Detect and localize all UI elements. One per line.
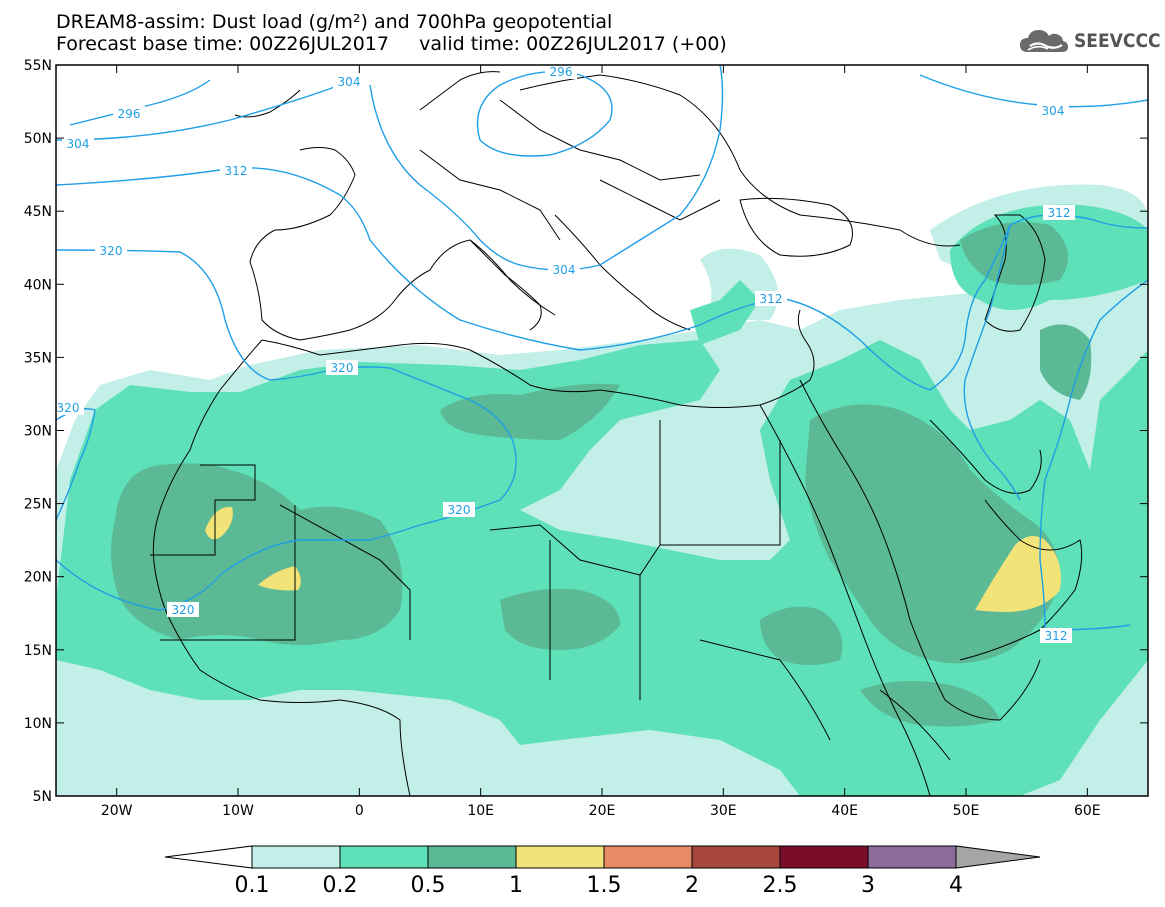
contour-label: 320 (52, 400, 84, 415)
colorbar-segment (339, 845, 429, 869)
lon-tick-label: 10E (467, 803, 494, 819)
svg-text:320: 320 (172, 603, 195, 617)
svg-text:320: 320 (100, 244, 123, 258)
contour-label: 296 (545, 64, 577, 79)
colorbar-segment (515, 845, 605, 869)
lat-tick-label: 45N (24, 204, 52, 220)
contour-label: 320 (326, 360, 358, 375)
colorbar-label: 0.2 (322, 873, 358, 898)
seevccc-logo: SEEVCCC (1018, 26, 1161, 56)
contour-label: 304 (548, 262, 580, 277)
svg-text:312: 312 (225, 164, 248, 178)
lon-tick-label: 30E (710, 803, 737, 819)
dust-high-area (500, 588, 620, 650)
colorbar-label: 3 (861, 873, 875, 898)
colorbar-segment (867, 845, 957, 869)
svg-text:304: 304 (67, 137, 90, 151)
dust-field (56, 184, 1148, 796)
contour-label: 304 (333, 74, 365, 89)
lat-tick-label: 15N (24, 643, 52, 659)
colorbar-label: 2.5 (762, 873, 798, 898)
lon-tick-label: 10W (222, 803, 254, 819)
colorbar-label: 2 (685, 873, 699, 898)
contour-label: 312 (1043, 205, 1075, 220)
colorbar-label: 1.5 (586, 873, 622, 898)
contour-label: 320 (443, 502, 475, 517)
cloud-icon (1020, 30, 1068, 52)
svg-text:304: 304 (338, 75, 361, 89)
colorbar-segment (691, 845, 781, 869)
colorbar-label: 1 (509, 873, 523, 898)
colorbar-label: 4 (949, 873, 963, 898)
dust-high-area (760, 606, 843, 665)
svg-text:312: 312 (760, 292, 783, 306)
colorbar (164, 845, 1041, 869)
contour-label: 312 (220, 163, 252, 178)
lon-tick-label: 0 (355, 803, 364, 819)
contour-label: 320 (167, 602, 199, 617)
contour-label: 304 (62, 136, 94, 151)
dust-peak-area (205, 506, 233, 540)
colorbar-segment (427, 845, 517, 869)
lat-tick-label: 5N (33, 789, 52, 805)
dust-high-area (1040, 324, 1092, 400)
lat-tick-label: 30N (24, 424, 52, 440)
colorbar-segment (251, 845, 341, 869)
svg-text:320: 320 (448, 503, 471, 517)
lat-tick-label: 55N (24, 58, 52, 74)
lat-tick-label: 50N (24, 131, 52, 147)
lat-tick-label: 40N (24, 277, 52, 293)
lon-tick-label: 20E (589, 803, 616, 819)
dust-high-area (440, 383, 620, 440)
map-title: DREAM8-assim: Dust load (g/m²) and 700hP… (56, 11, 613, 33)
lon-tick-label: 40E (831, 803, 858, 819)
colorbar-label: 0.5 (410, 873, 446, 898)
svg-text:312: 312 (1048, 206, 1071, 220)
svg-text:312: 312 (1045, 629, 1068, 643)
dust-mid-area (690, 280, 760, 345)
lat-tick-label: 20N (24, 570, 52, 586)
svg-text:296: 296 (118, 107, 141, 121)
lat-axis: 55N 50N 45N 40N 35N 30N 25N 20N 15N 10N 5N (24, 58, 1148, 805)
contour-label: 312 (1040, 628, 1072, 643)
colorbar-segment (779, 845, 869, 869)
logo-text: SEEVCCC (1074, 30, 1161, 52)
colorbar-segment (603, 845, 693, 869)
svg-text:320: 320 (57, 401, 80, 415)
lat-tick-label: 10N (24, 716, 52, 732)
contour-label: 320 (95, 243, 127, 258)
colorbar-label: 0.1 (234, 873, 270, 898)
dust-high-area (860, 681, 1000, 727)
dust-peak-area (258, 566, 301, 591)
colorbar-over (955, 845, 1041, 869)
forecast-time-line: Forecast base time: 00Z26JUL2017 valid t… (56, 33, 727, 55)
lat-tick-label: 35N (24, 350, 52, 366)
lon-tick-label: 60E (1074, 803, 1101, 819)
svg-text:296: 296 (550, 65, 573, 79)
colorbar-under (164, 845, 253, 869)
dust-high-area (960, 222, 1068, 285)
svg-text:304: 304 (1042, 104, 1065, 118)
contour-label: 304 (1037, 103, 1069, 118)
coastlines (150, 71, 1083, 796)
svg-text:304: 304 (553, 263, 576, 277)
dust-high-area (111, 463, 403, 645)
svg-text:320: 320 (331, 361, 354, 375)
lat-tick-label: 25N (24, 497, 52, 513)
lon-tick-label: 50E (953, 803, 980, 819)
lon-axis: 20W 10W 0 10E 20E 30E 40E 50E 60E (101, 65, 1101, 819)
contour-label: 296 (113, 106, 145, 121)
contour-label: 312 (755, 291, 787, 306)
contour-labels: 296 304 296 304 312 320 304 312 312 320 … (52, 64, 1075, 643)
lon-tick-label: 20W (101, 803, 133, 819)
